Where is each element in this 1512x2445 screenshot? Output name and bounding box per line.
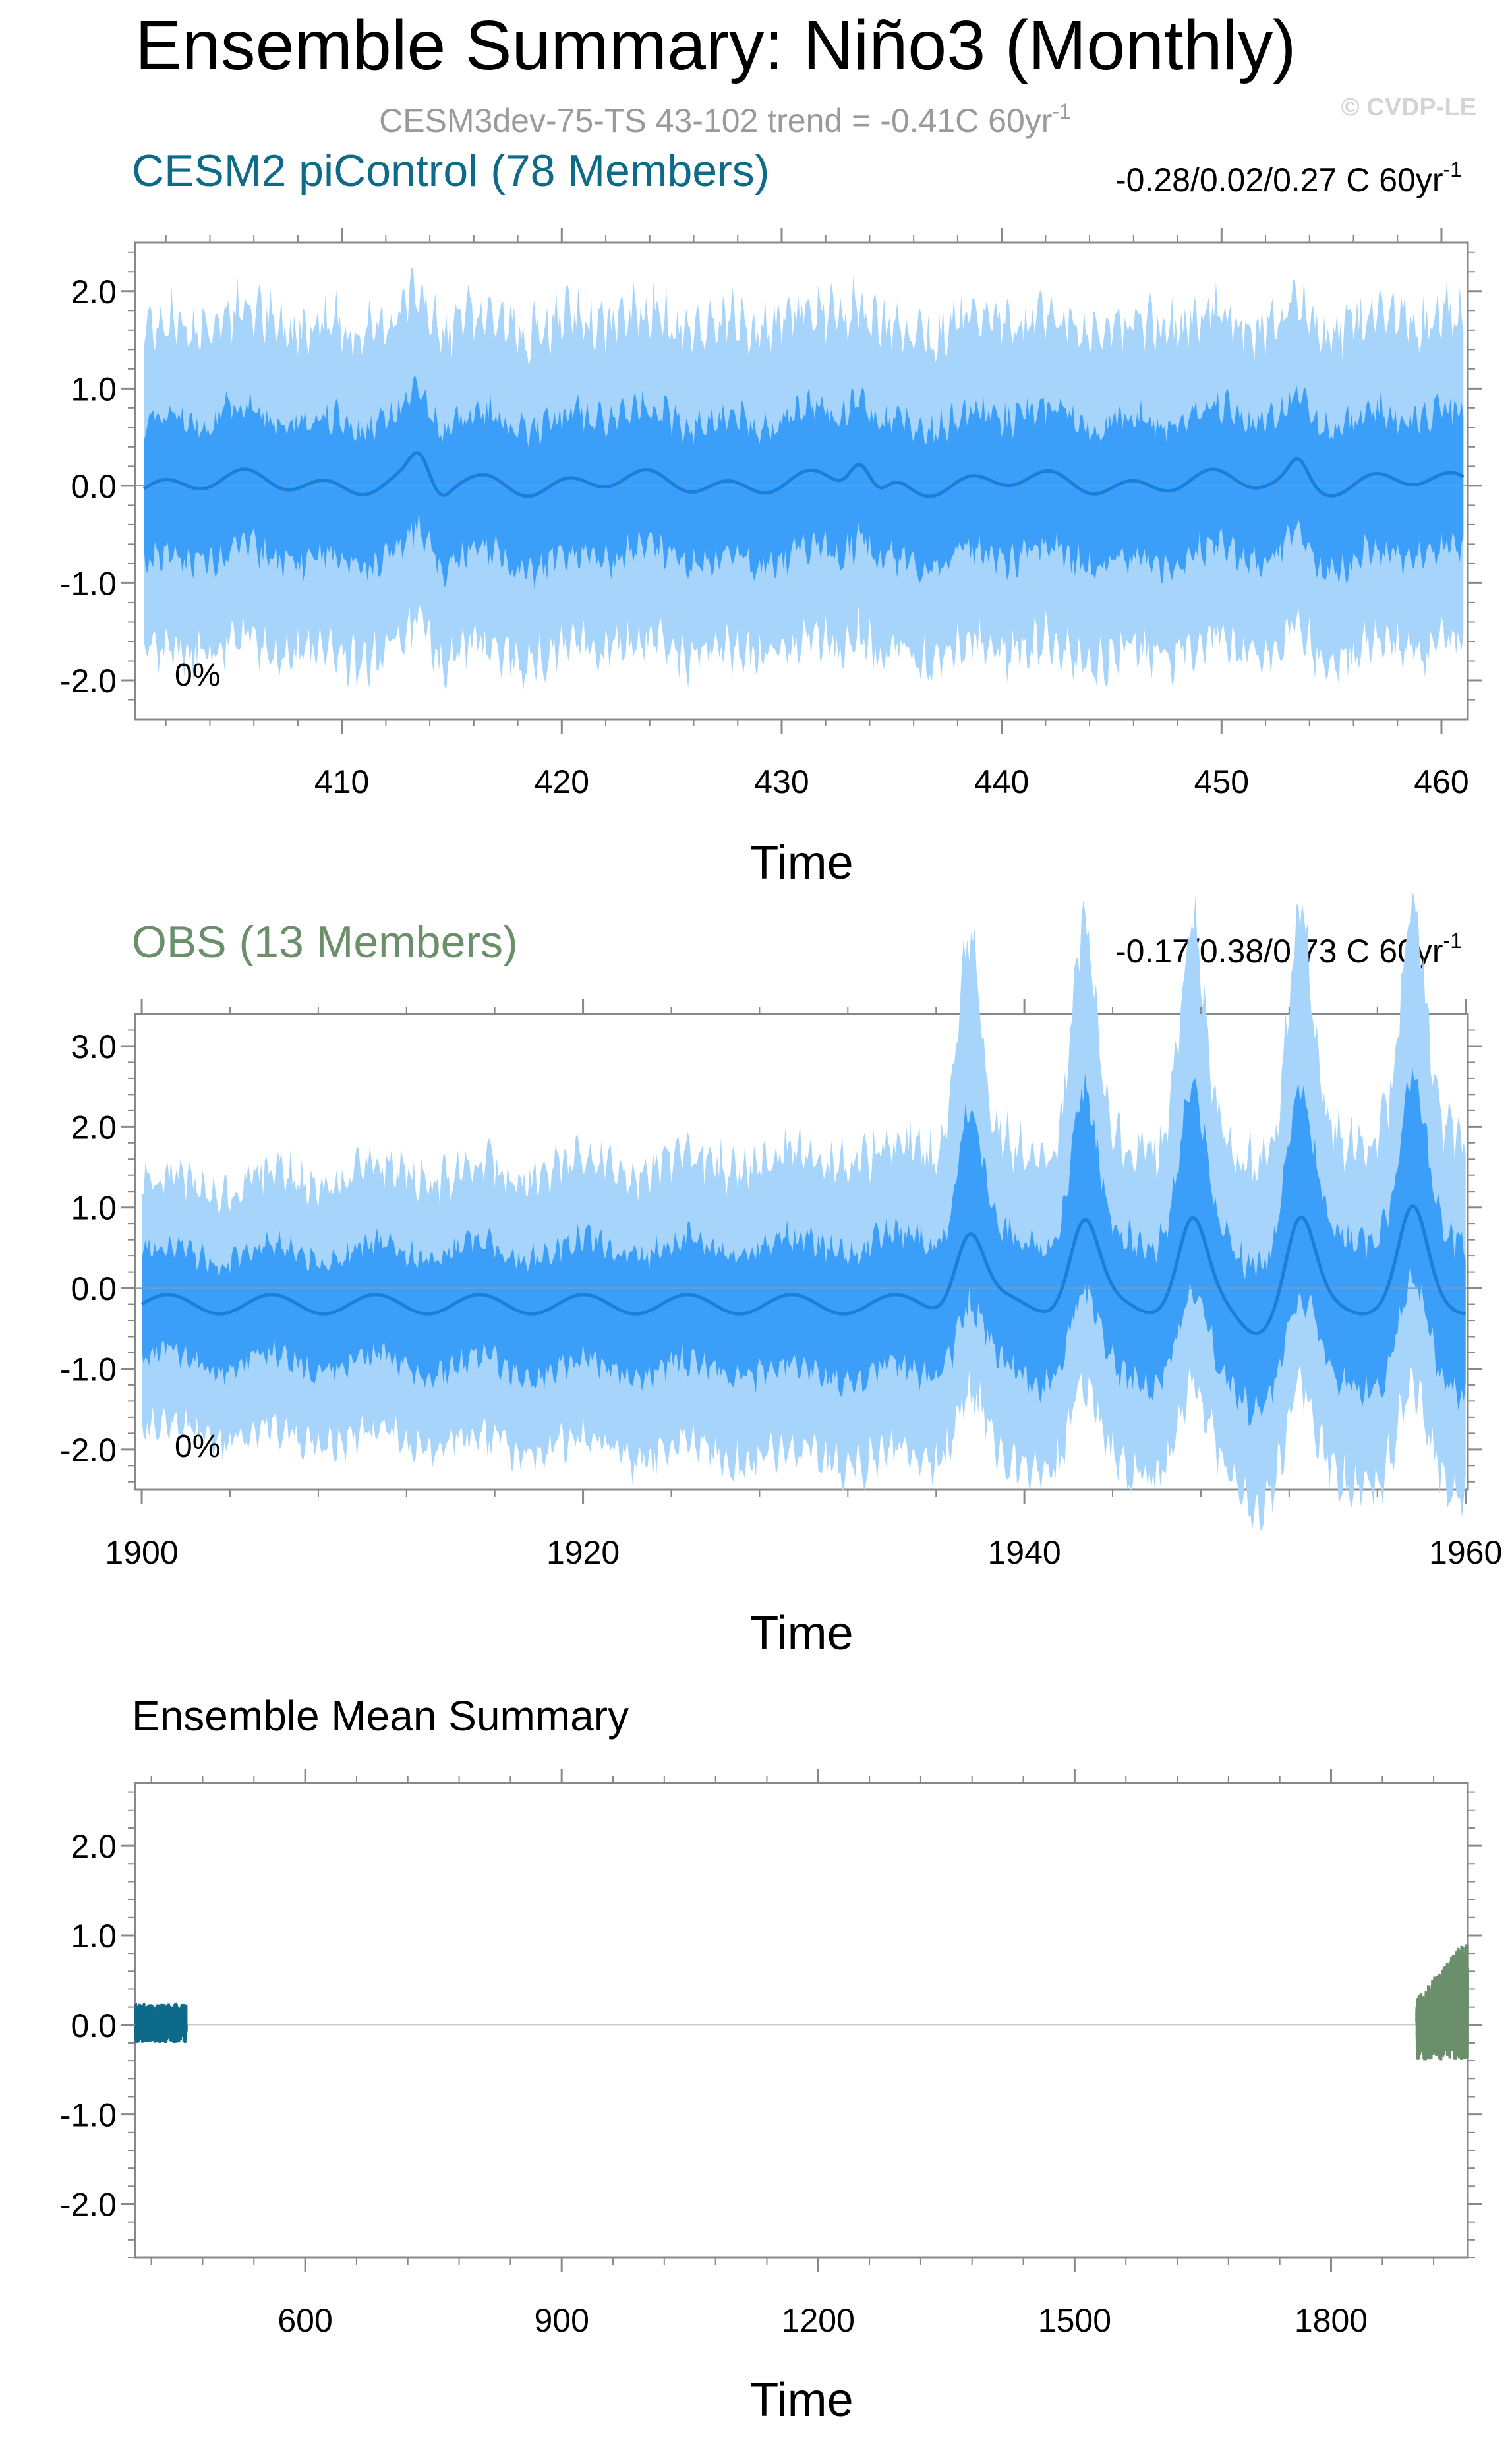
x-tick-label: 460 (1414, 763, 1468, 800)
panel-title-cesm2: CESM2 piControl (78 Members) (132, 146, 769, 196)
y-tick-label: 0.0 (71, 468, 117, 505)
x-tick-label: 430 (754, 763, 809, 800)
x-tick-label: 1500 (1038, 2302, 1111, 2339)
figure-subtitle: CESM3dev-75-TS 43-102 trend = -0.41C 60y… (379, 100, 1071, 139)
y-tick-label: 0.0 (71, 2007, 117, 2044)
x-tick-label: 600 (277, 2302, 332, 2339)
lines-ensmean (134, 1944, 1469, 2061)
panel-ensmean: Ensemble Mean Summary 2.0 1.0 0.0 -1.0 -2.0 6… (60, 1692, 1482, 2427)
axes-cesm2: 2.0 1.0 0.0 -1.0 -2.0 410 420 430 440 450 460 (60, 228, 1482, 800)
x-tick-label: 1900 (105, 1534, 178, 1571)
y-tick-label: 2.0 (71, 1109, 117, 1146)
trend-label-cesm2: -0.28/0.02/0.27 C 60yr-1 (1115, 158, 1462, 198)
y-tick-label: 0.0 (71, 1270, 117, 1307)
mean-line (140, 1204, 1466, 1336)
x-tick-label: 900 (534, 2302, 589, 2339)
panel-title-obs: OBS (13 Members) (132, 917, 518, 967)
x-tick-label: 1200 (782, 2302, 855, 2339)
y-tick-label: 3.0 (71, 1028, 117, 1065)
x-tick-label: 450 (1194, 763, 1249, 800)
y-tick-label: 1.0 (71, 1190, 117, 1227)
y-tick-label: -2.0 (60, 2186, 117, 2223)
trend-label-obs: -0.17/0.38/0.73 C 60yr-1 (1115, 929, 1462, 970)
x-tick-label: 1920 (546, 1534, 620, 1571)
x-tick-label: 410 (314, 763, 369, 800)
outer-band (142, 891, 1466, 1531)
x-axis-label-obs: Time (749, 1607, 853, 1660)
panel-title-ensmean: Ensemble Mean Summary (132, 1692, 629, 1740)
copyright-label: © CVDP-LE (1341, 94, 1476, 121)
y-tick-label: -1.0 (60, 2097, 117, 2134)
x-axis-label-cesm2: Time (749, 837, 853, 889)
y-tick-label: 1.0 (71, 1918, 117, 1955)
panel-obs: OBS (13 Members) -0.17/0.38/0.73 C 60yr-… (60, 891, 1502, 1660)
ensemble-mean-series-0 (134, 2002, 188, 2043)
y-tick-label: -1.0 (60, 565, 117, 602)
y-tick-label: 1.0 (71, 370, 117, 407)
bands-obs (135, 891, 1468, 1531)
x-axis-label-ensmean: Time (749, 2374, 853, 2427)
x-tick-label: 420 (535, 763, 589, 800)
figure-title: Ensemble Summary: Niño3 (Monthly) (135, 7, 1296, 84)
y-tick-label: 2.0 (71, 1828, 117, 1865)
y-tick-label: -2.0 (60, 663, 117, 699)
bands-cesm2 (135, 267, 1468, 692)
x-tick-label: 1800 (1294, 2302, 1368, 2339)
mean-line (143, 451, 1465, 498)
y-tick-label: -2.0 (60, 1432, 117, 1469)
x-tick-label: 1960 (1429, 1534, 1502, 1571)
inner-band (144, 375, 1464, 589)
x-tick-label: 1940 (987, 1534, 1061, 1571)
inner-band (142, 1066, 1466, 1426)
axes-obs: 3.0 2.0 1.0 0.0 -1.0 -2.0 1900 1920 1940 1960 (60, 999, 1502, 1571)
y-tick-label: 2.0 (71, 274, 117, 310)
percent-label-obs: 0% (175, 1429, 220, 1464)
panel-cesm2: CESM2 piControl (78 Members) -0.28/0.02/… (60, 146, 1482, 889)
y-tick-label: -1.0 (60, 1351, 117, 1388)
ensemble-mean-series-1 (1415, 1944, 1469, 2061)
axes-ensmean: 2.0 1.0 0.0 -1.0 -2.0 600 900 1200 1500 1800 (60, 1769, 1482, 2339)
percent-label-cesm2: 0% (175, 658, 220, 693)
x-tick-label: 440 (974, 763, 1029, 800)
plot-area-ensmean (134, 1782, 1469, 2259)
